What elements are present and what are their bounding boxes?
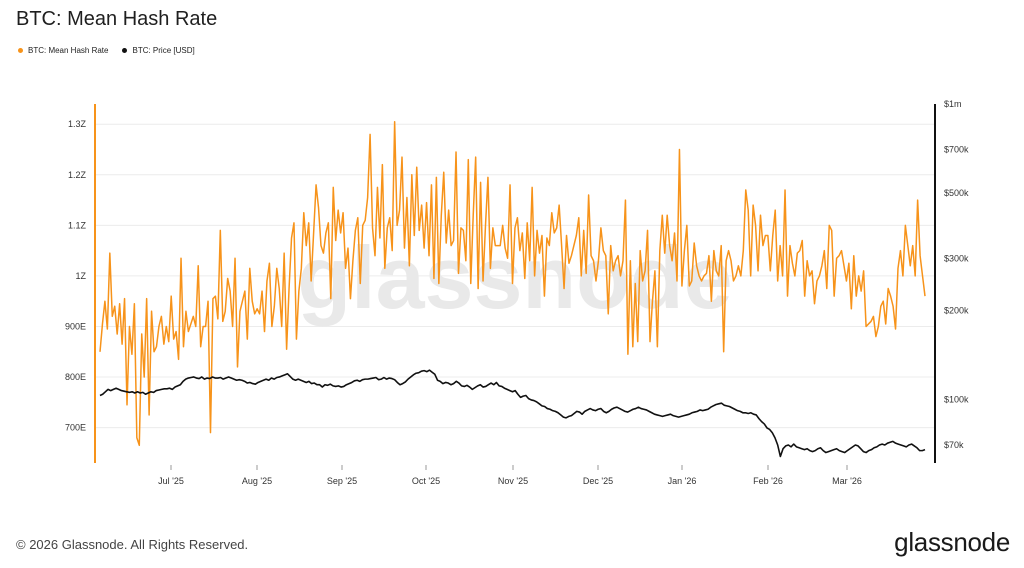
- legend-label-price: BTC: Price [USD]: [132, 46, 195, 55]
- x-tick-label: Feb '26: [753, 476, 783, 486]
- right-tick-label: $200k: [944, 305, 969, 315]
- chart-title: BTC: Mean Hash Rate: [16, 8, 218, 30]
- x-tick-label: Nov '25: [498, 476, 528, 486]
- legend: BTC: Mean Hash Rate BTC: Price [USD]: [18, 46, 195, 55]
- left-tick-label: 1Z: [75, 271, 86, 281]
- brand-logo: glassnode: [894, 527, 1010, 557]
- right-tick-label: $700k: [944, 145, 969, 155]
- left-tick-label: 1.1Z: [68, 220, 87, 230]
- series-line-price: [99, 369, 926, 458]
- x-tick-label: Oct '25: [412, 476, 440, 486]
- x-tick-label: Mar '26: [832, 476, 862, 486]
- right-tick-label: $70k: [944, 440, 964, 450]
- right-tick-label: $1m: [944, 99, 962, 109]
- legend-dot-hash-rate: [18, 48, 23, 53]
- x-tick-label: Aug '25: [242, 476, 272, 486]
- left-tick-label: 1.3Z: [68, 119, 87, 129]
- x-tick-label: Sep '25: [327, 476, 357, 486]
- legend-label-hash-rate: BTC: Mean Hash Rate: [28, 46, 109, 55]
- right-tick-label: $300k: [944, 253, 969, 263]
- series-line-hash-rate: [99, 120, 926, 447]
- x-axis: Jul '25 Aug '25 Sep '25 Oct '25 Nov '25 Dec '…: [158, 465, 862, 486]
- left-tick-label: 700E: [65, 423, 86, 433]
- copyright: © 2026 Glassnode. All Rights Reserved.: [16, 537, 249, 552]
- left-tick-label: 800E: [65, 372, 86, 382]
- right-tick-label: $500k: [944, 188, 969, 198]
- legend-item-hash-rate[interactable]: BTC: Mean Hash Rate: [18, 46, 108, 55]
- left-tick-label: 1.2Z: [68, 170, 87, 180]
- x-tick-label: Dec '25: [583, 476, 613, 486]
- left-axis: 1.3Z 1.2Z 1.1Z 1Z 900E 800E 700E: [65, 119, 87, 432]
- legend-item-price[interactable]: BTC: Price [USD]: [122, 46, 195, 55]
- x-tick-label: Jul '25: [158, 476, 184, 486]
- x-tick-label: Jan '26: [668, 476, 697, 486]
- legend-dot-price: [122, 48, 128, 53]
- right-tick-label: $100k: [944, 394, 969, 404]
- right-axis: $1m $700k $500k $300k $200k $100k $70k: [944, 99, 969, 450]
- left-tick-label: 900E: [65, 321, 86, 331]
